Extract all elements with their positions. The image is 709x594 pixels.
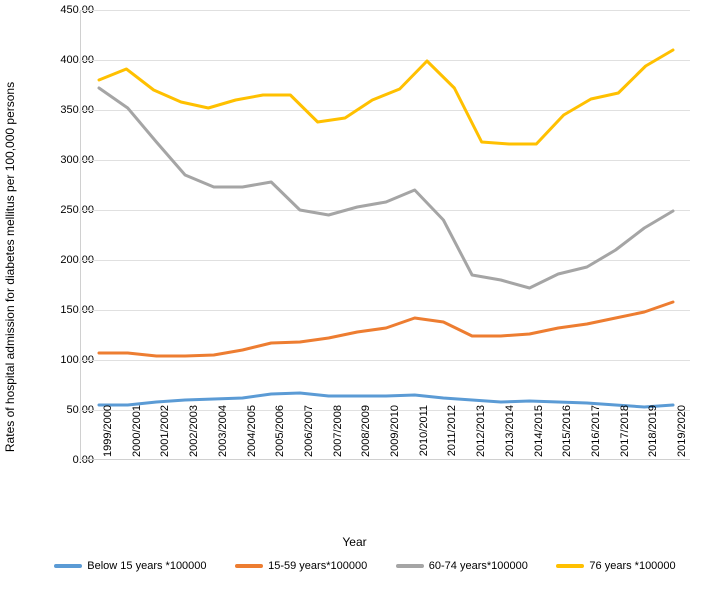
legend-swatch: [556, 564, 584, 568]
x-axis-label: Year: [342, 535, 366, 549]
x-tick-label: 2004/2005: [246, 405, 258, 465]
series-line: [99, 50, 673, 144]
x-tick-label: 2016/2017: [590, 405, 602, 465]
x-tick-label: 1999/2000: [102, 405, 114, 465]
chart-container: Rates of hospital admission for diabetes…: [0, 0, 709, 594]
legend: Below 15 years *100000 15-59 years*100000…: [40, 560, 690, 572]
x-tick-label: 2013/2014: [504, 405, 516, 465]
legend-swatch: [396, 564, 424, 568]
x-tick-label: 2019/2020: [676, 405, 688, 465]
plot-area: [80, 10, 690, 460]
chart-lines: [81, 10, 690, 459]
legend-item: Below 15 years *100000: [54, 560, 206, 572]
series-line: [99, 393, 673, 407]
legend-label: Below 15 years *100000: [87, 560, 206, 572]
x-tick-label: 2015/2016: [561, 405, 573, 465]
legend-label: 76 years *100000: [589, 560, 675, 572]
legend-swatch: [54, 564, 82, 568]
legend-swatch: [235, 564, 263, 568]
x-tick-label: 2014/2015: [533, 405, 545, 465]
legend-item: 76 years *100000: [556, 560, 675, 572]
x-tick-label: 2006/2007: [303, 405, 315, 465]
x-tick-label: 2018/2019: [647, 405, 659, 465]
x-tick-label: 2001/2002: [159, 405, 171, 465]
x-tick-label: 2000/2001: [131, 405, 143, 465]
x-tick-label: 2005/2006: [274, 405, 286, 465]
series-line: [99, 88, 673, 288]
legend-label: 60-74 years*100000: [429, 560, 528, 572]
x-tick-label: 2008/2009: [360, 405, 372, 465]
x-tick-label: 2009/2010: [389, 405, 401, 465]
x-tick-label: 2017/2018: [619, 405, 631, 465]
x-tick-label: 2002/2003: [188, 405, 200, 465]
legend-item: 60-74 years*100000: [396, 560, 528, 572]
x-tick-label: 2010/2011: [418, 405, 430, 465]
legend-item: 15-59 years*100000: [235, 560, 367, 572]
x-tick-label: 2003/2004: [217, 405, 229, 465]
x-tick-label: 2007/2008: [332, 405, 344, 465]
legend-label: 15-59 years*100000: [268, 560, 367, 572]
series-line: [99, 302, 673, 356]
x-tick-label: 2012/2013: [475, 405, 487, 465]
x-tick-label: 2011/2012: [446, 405, 458, 465]
